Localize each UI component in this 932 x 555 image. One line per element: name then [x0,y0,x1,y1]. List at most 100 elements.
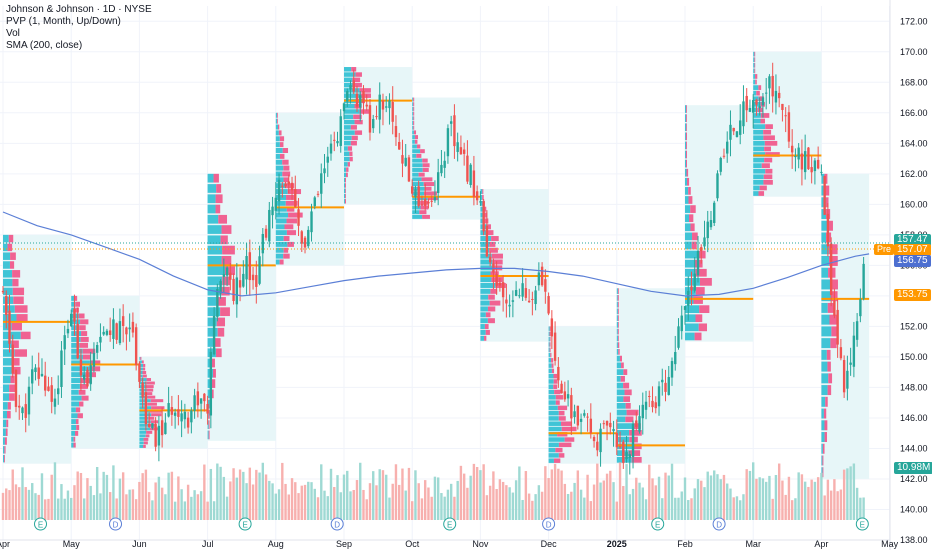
profile-bar-down [414,139,418,144]
volume-bar [297,493,300,520]
candle-body [700,247,703,252]
profile-bar-down [7,243,13,252]
profile-bar-down [278,124,280,130]
volume-bar [342,474,346,520]
volume-bar [167,472,170,520]
profile-bar-down [549,326,551,331]
volume-bar [495,488,498,520]
profile-bar-down [490,288,498,294]
profile-bar-down [824,432,828,443]
volume-bar [752,462,755,520]
volume-bar [706,471,709,520]
candle-body [86,369,89,387]
profile-bar-up [480,189,483,195]
profile-bar-down [143,437,149,441]
candle-body [527,300,531,303]
profile-bar-up [548,358,552,363]
candle-body [813,160,817,172]
x-tick-label: Jun [132,539,147,549]
profile-bar-down [489,247,498,253]
volume-bar [290,478,294,520]
profile-bar-up [3,419,7,428]
profile-bar-up [71,395,82,401]
profile-bar-up [139,416,149,420]
profile-bar-down [14,305,28,313]
profile-bar-up [548,368,552,374]
candle-body [612,428,615,432]
profile-bar-down [553,384,558,389]
legend-symbol[interactable]: Johnson & Johnson · 1D · NYSE [6,4,152,15]
event-marker-label: E [242,521,247,530]
profile-bar-down [555,447,563,453]
candle-body [346,91,349,102]
profile-bar-down [686,105,687,113]
volume-bar [394,464,398,520]
volume-bar [333,487,336,520]
profile-bar-down [354,130,363,135]
profile-bar-up [71,378,81,384]
candle-body [121,316,125,327]
candle-body [557,366,560,381]
volume-bar [544,466,547,520]
profile-bar-down [623,369,628,375]
profile-bar-up [3,287,13,296]
volume-bar [436,477,440,520]
profile-bar-up [3,384,10,392]
candle-body [89,365,92,385]
profile-bar-up [753,191,759,196]
volume-bar [131,489,135,520]
profile-bar-down [413,130,417,135]
profile-bar-up [71,430,76,436]
event-marker [34,517,48,531]
profile-bar-down [10,375,15,384]
legend-pvp[interactable]: PVP (1, Month, Up/Down) [6,16,121,27]
volume-bar [443,496,446,520]
profile-bar-up [548,384,554,389]
volume-bar [427,487,430,520]
candle-body [735,131,739,138]
profile-bar-down [9,393,15,401]
profile-bar-down [554,389,561,395]
candle-body [794,156,797,158]
volume-bar [190,496,193,520]
profile-bar-down [421,177,433,182]
profile-bar-down [142,367,146,371]
profile-bar-up [344,135,352,141]
candle-body [144,392,148,425]
candle-body [1,290,5,293]
profile-bar-down [208,430,210,440]
volume-bar [758,477,761,520]
profile-bar-down [551,368,555,374]
volume-bar [294,482,297,520]
candle-body [745,95,748,111]
profile-bar-up [753,129,764,135]
volume-bar [27,489,31,520]
candle-body [359,95,362,108]
profile-bar-up [480,329,486,335]
profile-bar-down [215,204,221,214]
profile-bar-up [412,163,423,168]
candle-body [709,220,713,228]
profile-bar-down [11,340,19,348]
volume-bar [365,499,368,520]
profile-bar-up [275,212,289,218]
candle-body [190,410,193,423]
legend-volume[interactable]: Vol [6,28,20,39]
profile-bar-up [3,375,11,384]
volume-bar [433,476,437,520]
x-tick-label: May [63,539,81,549]
candle-body [826,213,830,247]
candle-body [427,201,430,204]
legend-sma[interactable]: SMA (200, close) [6,40,83,51]
profile-bar-up [480,200,483,206]
profile-bar-up [3,243,8,252]
profile-bar-down [349,151,353,157]
profile-bar-up [71,442,74,448]
profile-bar-up [344,67,352,72]
volume-bar [349,491,352,520]
profile-bar-down [12,270,21,278]
candle-body [232,278,235,302]
profile-bar-up [480,212,484,218]
